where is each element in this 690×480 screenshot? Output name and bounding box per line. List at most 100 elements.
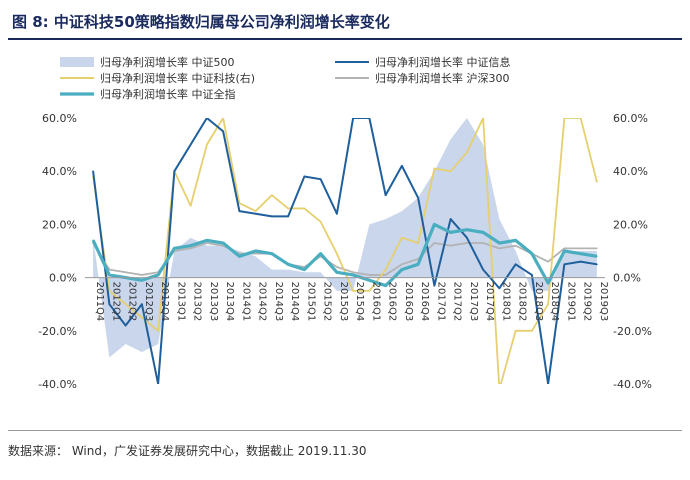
legend-label: 归母净利润增长率 中证信息	[375, 55, 511, 69]
x-tick-label: 2013Q1	[175, 282, 186, 322]
line-series-zzinfo-point	[384, 194, 387, 196]
x-tick-label: 2015Q4	[354, 282, 365, 322]
footer-divider	[8, 430, 682, 431]
source-note: 数据来源： Wind，广发证券发展研究中心，数据截止 2019.11.30	[8, 444, 367, 458]
legend-label: 归母净利润增长率 中证500	[100, 55, 235, 69]
x-tick-label: 2018Q2	[517, 282, 528, 322]
line-series-zztech-point	[206, 143, 208, 146]
legend-item-hs300: 归母净利润增长率 沪深300	[335, 71, 510, 85]
line-series-zzall-point	[498, 242, 501, 244]
title-divider	[8, 38, 682, 40]
line-series-zzinfo-point	[449, 218, 452, 220]
line-series-zztech-point	[547, 303, 549, 306]
line-series-zzall-point	[417, 263, 419, 266]
line-series-hs300-point	[336, 266, 338, 268]
x-tick-label: 2014Q4	[289, 282, 300, 322]
line-series-hs300-point	[401, 263, 403, 266]
line-series-zztech-point	[482, 118, 484, 119]
legend-label: 归母净利润增长率 中证全指	[100, 87, 236, 101]
line-series-zzinfo-point	[563, 263, 566, 266]
line-series-zzall-point	[108, 274, 111, 276]
line-series-hs300-point	[563, 247, 566, 250]
line-series-zzinfo-point	[482, 268, 484, 271]
line-series-zzall-point	[368, 279, 371, 282]
x-tick-label: 2017Q2	[452, 282, 463, 322]
y-left-tick-label: -20.0%	[38, 325, 77, 338]
line-series-zzinfo-point	[547, 383, 549, 384]
x-tick-label: 2013Q2	[192, 282, 203, 322]
line-series-zzall-point	[563, 250, 566, 252]
line-series-zzinfo-point	[579, 260, 582, 263]
axes: -40.0% -20.0% 0.0% 20.0% 40.0% 60.0% -40.0% -20…	[38, 112, 652, 391]
line-series-zztech-point	[157, 330, 159, 332]
line-series-zzall-point	[238, 255, 241, 258]
y-right-tick-label: 60.0%	[613, 112, 648, 125]
legend-label: 归母净利润增长率 沪深300	[375, 71, 510, 85]
line-series-zzinfo-point	[92, 170, 94, 172]
line-series-hs300-point	[368, 274, 371, 276]
line-series-zzinfo-point	[222, 130, 224, 133]
line-series-hs300-point	[466, 242, 468, 244]
line-series-hs300-point	[514, 244, 517, 247]
line-series-zzall-point	[466, 228, 468, 231]
line-series-zzinfo-point	[173, 170, 176, 172]
line-series-zzinfo-point	[287, 215, 289, 218]
series-group	[91, 118, 598, 384]
line-series-zztech-point	[384, 268, 387, 271]
y-left-tick-label: 60.0%	[42, 112, 77, 125]
x-tick-label: 2012Q3	[143, 282, 154, 322]
line-series-hs300-point	[579, 247, 582, 250]
line-series-zzinfo-point	[401, 165, 403, 167]
line-series-hs300-point	[352, 271, 354, 274]
line-series-zzinfo-point	[433, 284, 436, 287]
line-series-zzall-point	[189, 244, 192, 247]
line-series-zzall-point	[482, 231, 484, 234]
line-series-zztech-point	[433, 167, 436, 170]
line-series-zztech-point	[238, 202, 241, 204]
figure-title: 图 8: 中证科技50策略指数归属母公司净利润增长率变化	[12, 13, 390, 31]
line-series-hs300-point	[141, 274, 143, 276]
line-series-zztech-point	[124, 303, 127, 306]
line-series-hs300-point	[384, 274, 387, 276]
line-series-zzinfo-point	[514, 263, 517, 266]
line-series-zzinfo-point	[303, 175, 306, 178]
x-tick-label: 2015Q1	[305, 282, 316, 322]
x-tick-label: 2016Q4	[419, 282, 430, 322]
line-series-hs300-point	[254, 252, 257, 255]
plot-area	[85, 118, 605, 384]
line-series-zzall-point	[287, 263, 289, 266]
line-series-zzinfo-point	[254, 212, 257, 215]
line-series-zztech-point	[336, 252, 338, 255]
x-tick-label: 2015Q2	[322, 282, 333, 322]
line-series-hs300-point	[433, 242, 436, 244]
line-series-zztech-point	[287, 207, 289, 210]
line-series-hs300-point	[482, 242, 484, 244]
line-series-zzinfo-point	[352, 118, 354, 119]
x-tick-label: 2014Q3	[273, 282, 284, 322]
x-tick-label: 2011Q4	[94, 282, 105, 322]
line-series-zztech-point	[563, 118, 566, 119]
line-series-hs300-point	[108, 268, 111, 271]
line-series-zzinfo-point	[238, 210, 241, 212]
line-series-zzall-point	[206, 239, 208, 242]
line-series-zzall-point	[531, 252, 533, 255]
line-series-zzinfo-point	[108, 303, 111, 306]
line-series-hs300-point	[124, 271, 127, 274]
line-series-zzall-point	[141, 279, 143, 282]
line-series-zzinfo-point	[157, 383, 159, 384]
line-series-zztech-point	[401, 236, 403, 239]
line-series-zzinfo-point	[498, 287, 501, 290]
line-series-zzall-point	[514, 239, 517, 242]
y-right-tick-label: -20.0%	[613, 325, 652, 338]
line-series-zztech-point	[189, 204, 192, 207]
x-tick-label: 2018Q3	[533, 282, 544, 322]
line-series-zzall-point	[173, 247, 176, 250]
line-series-zztech-point	[531, 330, 533, 332]
y-left-tick-label: -40.0%	[38, 378, 77, 391]
x-tick-label: 2016Q1	[370, 282, 381, 322]
x-tick-label: 2019Q2	[582, 282, 593, 322]
area-series-zz500	[93, 118, 597, 358]
legend-item-zz500: 归母净利润增长率 中证500	[60, 55, 235, 69]
line-series-zzall-point	[303, 268, 306, 271]
y-right-tick-label: 40.0%	[613, 165, 648, 178]
